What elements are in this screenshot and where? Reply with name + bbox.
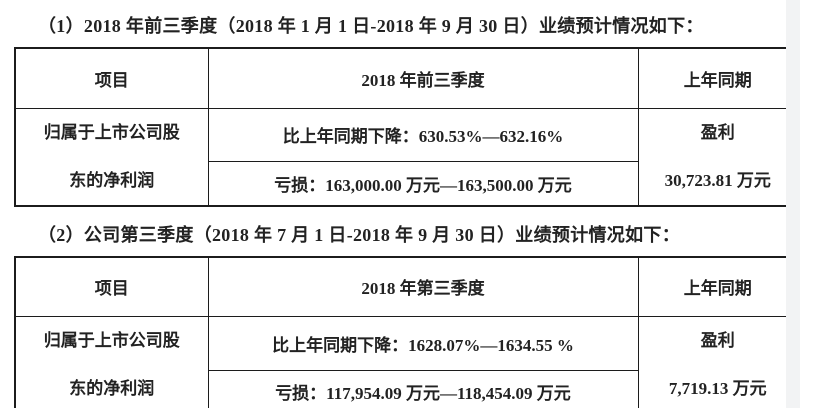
scanned-page-edge	[786, 0, 800, 408]
prior-year-cell: 盈利 30,723.81 万元	[637, 107, 799, 206]
change-cell: 比上年同期下降：1628.07%—1634.55 %	[207, 316, 639, 371]
col-header-item: 项目	[14, 47, 209, 109]
col-header-prior-year: 上年同期	[637, 47, 799, 109]
col-header-period: 2018 年前三季度	[207, 47, 639, 109]
col-header-item: 项目	[14, 256, 209, 317]
item-label: 归属于上市公司股东的净利润	[43, 122, 180, 190]
section-1-heading: （1）2018 年前三季度（2018 年 1 月 1 日-2018 年 9 月 …	[38, 16, 704, 36]
table-row: 亏损：163,000.00 万元—163,500.00 万元	[15, 161, 798, 206]
loss-cell: 亏损：117,954.09 万元—118,454.09 万元	[207, 369, 639, 408]
prior-amount: 30,723.81 万元	[664, 170, 771, 190]
change-cell: 比上年同期下降：630.53%—632.16%	[207, 107, 639, 163]
col-header-prior-year: 上年同期	[637, 256, 799, 317]
loss-cell: 亏损：163,000.00 万元—163,500.00 万元	[207, 161, 639, 206]
section-2-heading: （2）公司第三季度（2018 年 7 月 1 日-2018 年 9 月 30 日…	[38, 224, 680, 245]
table-row: 归属于上市公司股东的净利润 比上年同期下降：630.53%—632.16% 盈利…	[14, 107, 799, 206]
item-cell: 归属于上市公司股东的净利润	[14, 316, 209, 408]
forecast-table-first-three-quarters: 项目 2018 年前三季度 上年同期 归属于上市公司股东的净利润 比上年同期下降…	[14, 47, 799, 207]
table-header-row: 项目 2018 年前三季度 上年同期	[14, 47, 799, 109]
col-header-period: 2018 年第三季度	[207, 256, 639, 317]
prior-year-cell: 盈利 7,719.13 万元	[637, 316, 799, 408]
table-row: 归属于上市公司股东的净利润 比上年同期下降：1628.07%—1634.55 %…	[14, 316, 799, 408]
table-header-row: 项目 2018 年第三季度 上年同期	[14, 256, 799, 317]
item-label: 归属于上市公司股东的净利润	[43, 331, 180, 398]
prior-status: 盈利	[700, 331, 735, 350]
prior-amount: 7,719.13 万元	[668, 379, 767, 398]
table-row: 亏损：117,954.09 万元—118,454.09 万元	[15, 369, 798, 408]
item-cell: 归属于上市公司股东的净利润	[14, 107, 209, 206]
prior-status: 盈利	[700, 122, 735, 142]
forecast-table-third-quarter: 项目 2018 年第三季度 上年同期 归属于上市公司股东的净利润 比上年同期下降…	[14, 255, 799, 408]
